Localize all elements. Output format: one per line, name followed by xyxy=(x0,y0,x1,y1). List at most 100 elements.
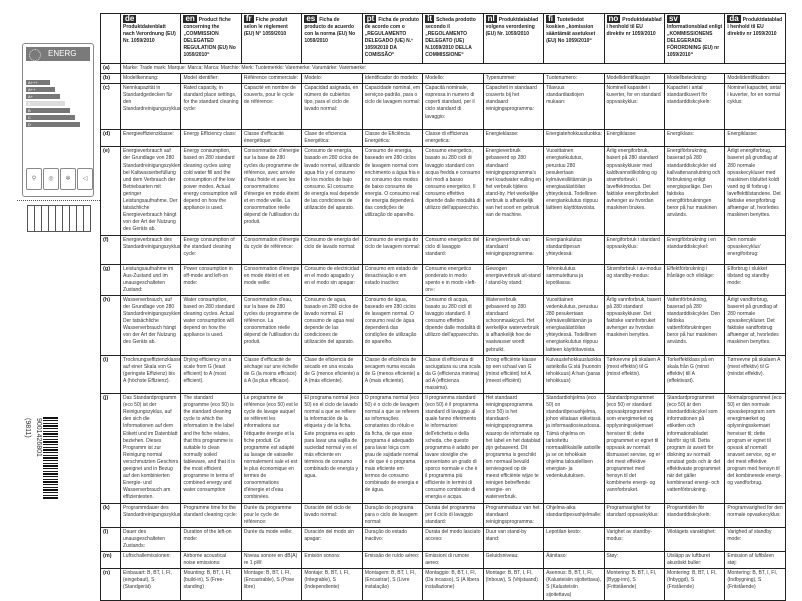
cell-fi: Äänitaso: xyxy=(543,551,605,570)
cell-da: Emission af luftbåren støj: xyxy=(724,551,786,570)
barcode-number: 9001426801 xyxy=(35,418,42,457)
cell-pt: Identificador do modelo: xyxy=(361,73,424,85)
cell-da: Montering: B, BT, I, FI, (Indbygning), S… xyxy=(724,568,786,601)
cell-it: Classe di efficienza di asciugatura su u… xyxy=(422,354,484,395)
table-row: (a) Marke: Trade mark: Marque: Marca: Mar… xyxy=(100,62,786,75)
header-text: Ficha de producto de acuerdo con la norm… xyxy=(304,17,356,45)
cell-fr: Le programme de référence (eco 50) est l… xyxy=(240,393,303,504)
row-label: (c) xyxy=(100,83,121,131)
cell-es: Capacidad asignada, en número de cubiert… xyxy=(301,83,363,131)
energy-class-bar: A+++ xyxy=(26,80,50,85)
cell-es: Consumo de electricidad en el modo apaga… xyxy=(301,263,363,296)
cell-de: Einbauart: B, BT, I, FI, (eingebaut), S … xyxy=(119,568,182,601)
cell-en: Energy Efficiency class: xyxy=(180,129,242,148)
cell-pt: Consumo de água, baseado em 280 ciclos d… xyxy=(361,294,424,356)
cell-no: Standardprogrammet (eco 50) er standard … xyxy=(603,393,665,504)
cell-nl: Duur van stand-by stand: xyxy=(482,526,545,553)
cell-es: Consumo de energía, basado en 280 ciclos… xyxy=(301,146,363,236)
cell-pt: Duração do estado inactivo: xyxy=(361,526,424,553)
cell-fr: Durée du mode veille: xyxy=(240,526,303,553)
cell-de: Trocknungseffizienzklasse auf einer Skal… xyxy=(119,354,182,395)
cell-es: Duración del modo sin apagar: xyxy=(301,526,363,553)
header-text: Produktdatablad volgens verordening (EU)… xyxy=(485,17,539,38)
cell-fi: Ohjelma-aika standardipesuohjelmalle: xyxy=(543,502,605,528)
cell-en: Model identifier: xyxy=(180,73,242,85)
cell-fi: Asennus: B, BT, I, FI, (Kalusteisiin sij… xyxy=(543,568,605,601)
row-label: (l) xyxy=(100,526,121,553)
cell-en: Duration of the left-on mode: xyxy=(180,526,242,553)
cell-fi: Tuotenumero: xyxy=(543,73,605,85)
header-cell-de: deProduktdatenblatt nach Verordnung (EU)… xyxy=(119,13,182,64)
cell-fr: Niveau sonore en dB(A) re 1 pW: xyxy=(240,551,303,570)
water-tap-icon: ⚲ xyxy=(26,168,42,190)
cell-da: Varighed af standby mode: xyxy=(724,526,786,553)
cell-fi: Energiatehokkuusluokka: xyxy=(543,129,605,148)
cell-fr: Référence commerciale: xyxy=(240,73,303,85)
cell-sv: Torkeffektklass på en skala från G (mins… xyxy=(663,354,726,395)
header-cell-it: it Scheda prodotto secondo il „REGOLAMENT… xyxy=(422,13,484,64)
language-badge: no xyxy=(606,14,621,23)
cell-de: Programmdauer des Standardreinigungszykl… xyxy=(119,502,182,528)
cell-nl: Montage: B, BT, I, FI, (Inbouw), S (Vrij… xyxy=(482,568,545,601)
cell-it: Consumo energetico, basato su 280 cicli … xyxy=(422,146,484,236)
cell-de: Wasserverbrauch, auf der Grundlage von 2… xyxy=(119,294,182,356)
cell-nl: Waterverbruik gebaseerd op 280 standaard… xyxy=(482,294,545,356)
cell-nl: Typenummer: xyxy=(482,73,545,85)
cell-da: Årligt vandforbrug, baseret på grundlag … xyxy=(724,294,786,356)
cell-en: Airborne acoustical noise emissions: xyxy=(180,551,242,570)
eu-flag-icon xyxy=(29,49,41,61)
cell-nl: Geluidsniveau: xyxy=(482,551,545,570)
header-corner xyxy=(100,13,121,64)
cell-sv: Montering: B, BT, I, FI, (Inbyggd), S (F… xyxy=(663,568,726,601)
place-settings-icon: ◎ xyxy=(43,168,59,190)
cell-es: Montaje: B, BT, I, FI, (Integrable), S (… xyxy=(301,568,363,601)
table-row: (f) Energieverbrauch des Standardreinigun… xyxy=(100,234,786,265)
cell-nl: Programmaduur van het standaard reinigin… xyxy=(482,502,545,528)
row-label: (f) xyxy=(100,234,121,265)
header-text: Scheda prodotto secondo il „REGOLAMENTO … xyxy=(425,17,476,59)
cut-line xyxy=(17,200,100,201)
energy-label-header: ENERG xyxy=(26,47,90,61)
cell-it: Montaggio: B, BT, I, FI, (Da incasso), S… xyxy=(422,568,484,601)
table-row: (k) Programmdauer des Standardreinigungsz… xyxy=(100,502,786,528)
row-label: (h) xyxy=(100,294,121,356)
cell-es: Clase de eficiencia Energética: xyxy=(301,129,363,148)
cell-de: Nennkapazität in Standardgedecken für de… xyxy=(119,83,182,131)
cell-fr: Capacité en nombre de couverts, pour le … xyxy=(240,83,303,131)
cell-fi: Tilavuus standardiastiojen mukaan: xyxy=(543,83,605,131)
header-cell-da: da Produktdatablad i henhold til EU direk… xyxy=(724,13,786,64)
barcode-code: (9811) xyxy=(24,418,31,438)
cell-da: Modelidentifikation: xyxy=(724,73,786,85)
cell-pt: Emissão de ruído aéreo: xyxy=(361,551,424,570)
cell-de: Energieverbrauch des Standardreinigungsz… xyxy=(119,234,182,265)
cell-de: Das Standardprogramm (eco 50) ist der Re… xyxy=(119,393,182,504)
cell-no: Modellidentifikasjon xyxy=(603,73,665,85)
cell-de: Energieeffizienzklasse: xyxy=(119,129,182,148)
cell-fr: Classe d'efficacité énergétique: xyxy=(240,129,303,148)
language-badge: da xyxy=(727,14,741,23)
product-fiche-table: deProduktdatenblatt nach Verordnung (EU)… xyxy=(100,13,786,601)
language-badge: fr xyxy=(243,14,254,23)
header-cell-fr: fr Fiche produit selon le règlement (EU) … xyxy=(240,13,303,64)
cell-es: Modelo: xyxy=(301,73,363,85)
cell-it: Consumo di acqua, basato su 280 cicli di… xyxy=(422,294,484,356)
cell-fr: Montage: B, BT, I, FI, (Encastrable), S … xyxy=(240,568,303,601)
cell-da: Tørreevne på skalaen A (mest effektiv) t… xyxy=(724,354,786,395)
cell-fr: Consommation d'énergie du cycle de référ… xyxy=(240,234,303,265)
energy-class-bar: D xyxy=(26,122,80,127)
energy-label-title: ENERG xyxy=(48,49,77,58)
cell-en: The standard programme (eco 50) is the s… xyxy=(180,393,242,504)
cell-es: El programa normal (eco 50) es el ciclo … xyxy=(301,393,363,504)
header-row: deProduktdatenblatt nach Verordnung (EU)… xyxy=(100,13,786,64)
cell-nl: Energieklasse: xyxy=(482,129,545,148)
row-label: (d) xyxy=(100,129,121,148)
cell-pt: Classe de eficiência de secagem numa esc… xyxy=(361,354,424,395)
cell-da: Normalprogrammet (eco 50) er den normale… xyxy=(724,393,786,504)
row-label: (g) xyxy=(100,263,121,296)
cell-pt: Consumo de energia do ciclo de lavagem n… xyxy=(361,234,424,265)
cell-sv: Energiförbrukning i en standarddiskcykel… xyxy=(663,234,726,265)
table-row: (c) Nennkapazität in Standardgedecken für… xyxy=(100,83,786,131)
row-label: (m) xyxy=(100,551,121,570)
cell-de: Luftschallemissionen: xyxy=(119,551,182,570)
cell-no: Programvarighet for standard oppvaskyklu… xyxy=(603,502,665,528)
